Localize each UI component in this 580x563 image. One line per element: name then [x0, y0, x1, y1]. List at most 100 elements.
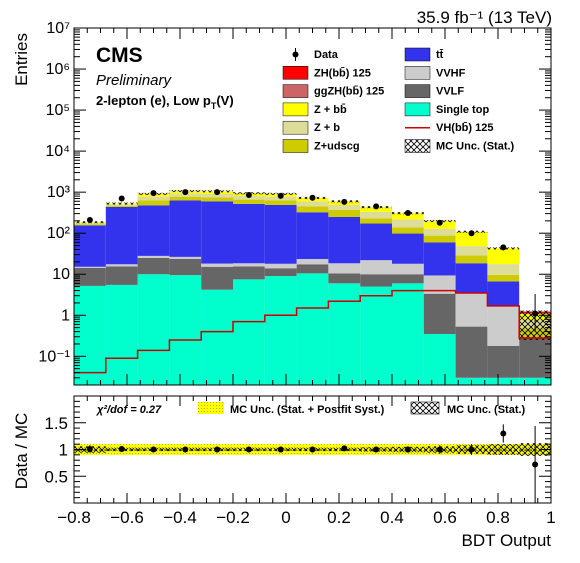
ratio-plot: 0.5 1 1.5 −0.8 −0.6 −0.4 −0.2 0 0.2 0.4 0.6 0.8 1 D… — [12, 395, 556, 550]
legend-entry: Single top — [404, 102, 489, 117]
legend-entry: ZH(bb̄) 125 — [282, 66, 371, 80]
ratio-y-tick-label: 1.5 — [44, 414, 68, 433]
ratio-point — [373, 446, 380, 453]
stack-bar — [455, 326, 488, 378]
stack-bar — [169, 259, 202, 276]
legend-label: VH(bb̄) 125 — [436, 122, 493, 134]
ratio-y-axis: 0.5 1 1.5 — [44, 395, 551, 504]
legend-label: MC Unc. (Stat.) — [436, 141, 515, 153]
stack-bar — [487, 345, 520, 378]
data-point — [118, 195, 125, 202]
y-tick-label: 10⁵ — [46, 102, 70, 119]
data-point — [468, 230, 475, 237]
stack-bar — [264, 204, 297, 264]
legend-entry: Z + bb̄ — [282, 102, 347, 117]
ratio-x-tick-label: 0.2 — [327, 508, 351, 527]
y-tick-label: 10⁴ — [45, 143, 70, 160]
legend-entry: MC Unc. (Stat.) — [404, 139, 515, 153]
stack-bar — [455, 246, 488, 256]
stack-bar — [360, 207, 392, 212]
stack-bar — [392, 213, 424, 220]
legend-label: VVHF — [436, 67, 466, 79]
stack-bar — [169, 196, 202, 201]
legend-swatch — [282, 120, 309, 135]
stat-unc-box — [105, 202, 138, 205]
stack-bar — [328, 263, 361, 274]
stack-bar — [137, 200, 170, 206]
data-point — [532, 310, 539, 317]
legend-label: Data — [314, 49, 339, 61]
stack-bar — [105, 264, 138, 267]
stack-bar — [137, 196, 170, 201]
stack-bar — [169, 256, 202, 260]
legend-entry: Z+udscg — [282, 139, 360, 153]
ratio-x-axis: −0.8 −0.6 −0.4 −0.2 0 0.2 0.4 0.6 0.8 1 — [57, 396, 556, 527]
stat-unc-swatch — [410, 401, 440, 415]
data-point — [341, 198, 348, 205]
stack-bar — [74, 267, 106, 286]
ratio-x-tick-label: 0 — [281, 508, 290, 527]
legend-label: tt̄ — [436, 49, 444, 61]
region-label-subscript: T — [211, 101, 217, 111]
ratio-point — [341, 445, 348, 452]
stack-bar — [487, 274, 520, 282]
stack-bar — [296, 206, 329, 213]
stack-bar — [455, 263, 488, 293]
data-point — [309, 194, 316, 201]
ratio-x-tick-label: −0.4 — [163, 508, 197, 527]
legend-swatch — [404, 84, 431, 98]
stack-bar — [233, 203, 265, 264]
data-point — [245, 192, 252, 199]
ratio-y-axis-label: Data / MC — [12, 413, 31, 490]
stack-bar — [105, 206, 138, 265]
ratio-x-axis-label: BDT Output — [462, 531, 552, 550]
stack-bar — [296, 201, 329, 207]
stack-bar — [201, 289, 233, 385]
stack-bar — [455, 292, 488, 327]
stack-bar — [201, 266, 233, 290]
ratio-x-tick-label: −0.8 — [57, 508, 91, 527]
stack-bar — [328, 216, 361, 264]
stacked-backgrounds — [74, 191, 551, 385]
stack-bar — [360, 274, 392, 287]
ratio-point — [118, 445, 125, 452]
region-label-main: 2-lepton (e), Low p — [96, 93, 211, 108]
legend-label: Z+udscg — [314, 141, 360, 153]
stack-bar — [328, 204, 361, 210]
stack-bar — [74, 266, 106, 268]
legend-entry: tt̄ — [404, 47, 444, 62]
stack-bar — [360, 211, 392, 219]
stack-bar — [392, 274, 424, 284]
stack-bar — [137, 255, 170, 258]
legend-entry: VVHF — [404, 66, 466, 80]
legend-entry: Data — [292, 48, 339, 61]
stack-bar — [169, 200, 202, 257]
stack-bar — [105, 204, 138, 206]
stack-bar — [392, 263, 424, 275]
legend-label: VVLF — [436, 86, 464, 98]
legend-swatch — [282, 84, 309, 98]
ratio-y-tick-label: 0.5 — [44, 467, 68, 486]
stack-bar — [392, 233, 424, 264]
y-tick-label: 10 — [52, 266, 70, 283]
stack-bar — [264, 200, 297, 205]
ratio-point — [182, 446, 189, 453]
data-point — [150, 190, 157, 197]
stack-bar — [201, 197, 233, 202]
stack-bar — [137, 205, 170, 256]
data-points — [86, 189, 539, 332]
cms-logo-text: CMS — [96, 44, 143, 67]
legend-label: Single top — [436, 104, 489, 116]
stack-bar — [233, 199, 265, 204]
stack-bar — [487, 281, 520, 307]
legend-swatch — [404, 139, 431, 153]
data-point — [436, 219, 443, 226]
main-y-axis: 10⁻¹ 1 10 10² 10³ 10⁴ 10⁵ 10⁶ 10⁷ — [38, 20, 551, 386]
region-label: 2-lepton (e), Low pT(V) — [96, 93, 234, 111]
stack-bar — [105, 266, 138, 285]
data-point — [214, 189, 221, 196]
stack-bar — [296, 212, 329, 260]
legend-entry: Z + b — [282, 120, 340, 135]
data-point — [277, 192, 284, 199]
legend-label: ggZH(bb̄) 125 — [314, 85, 384, 97]
